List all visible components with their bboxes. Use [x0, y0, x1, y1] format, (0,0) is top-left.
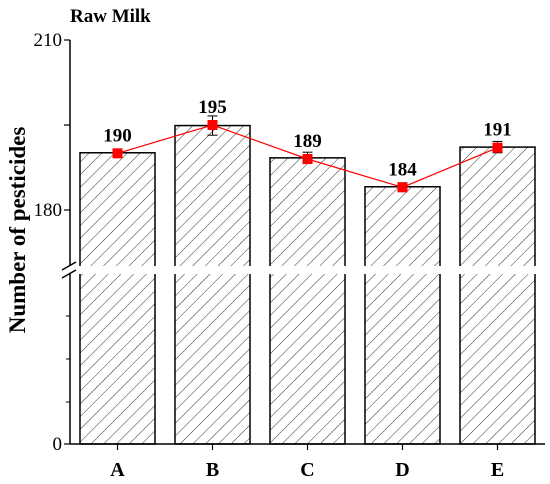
- point-D: [397, 182, 408, 193]
- y-axis-label: Number of pesticides: [5, 127, 30, 334]
- data-label-C: 189: [293, 131, 322, 152]
- data-label-A: 190: [103, 125, 132, 146]
- y-tick-label-180: 180: [34, 200, 63, 221]
- point-A: [112, 148, 123, 159]
- x-tick-label-E: E: [491, 459, 504, 481]
- x-tick-label-C: C: [300, 459, 314, 481]
- plot-area: 190 195 189 184 191 0 180 210 A B C D E: [34, 30, 547, 481]
- data-label-E: 191: [483, 120, 512, 141]
- x-tick-label-A: A: [110, 459, 125, 481]
- x-tick-label-B: B: [206, 459, 219, 481]
- point-E: [492, 142, 503, 153]
- bar-C: [269, 157, 346, 445]
- x-tick-label-D: D: [395, 459, 409, 481]
- bar-B: [174, 124, 251, 445]
- y-tick-label-0: 0: [53, 434, 63, 455]
- y-tick-label-210: 210: [34, 30, 63, 51]
- break-mark-upper: [61, 261, 77, 271]
- break-mark-lower: [61, 269, 77, 279]
- bar-D: [364, 186, 441, 445]
- axis-break-gap: [56, 266, 547, 274]
- point-C: [302, 154, 313, 164]
- data-label-B: 195: [198, 97, 227, 118]
- data-label-D: 184: [388, 159, 417, 180]
- chart-title: Raw Milk: [70, 6, 151, 27]
- bar-E: [459, 146, 536, 445]
- point-B: [207, 120, 218, 130]
- bar-A: [79, 152, 156, 445]
